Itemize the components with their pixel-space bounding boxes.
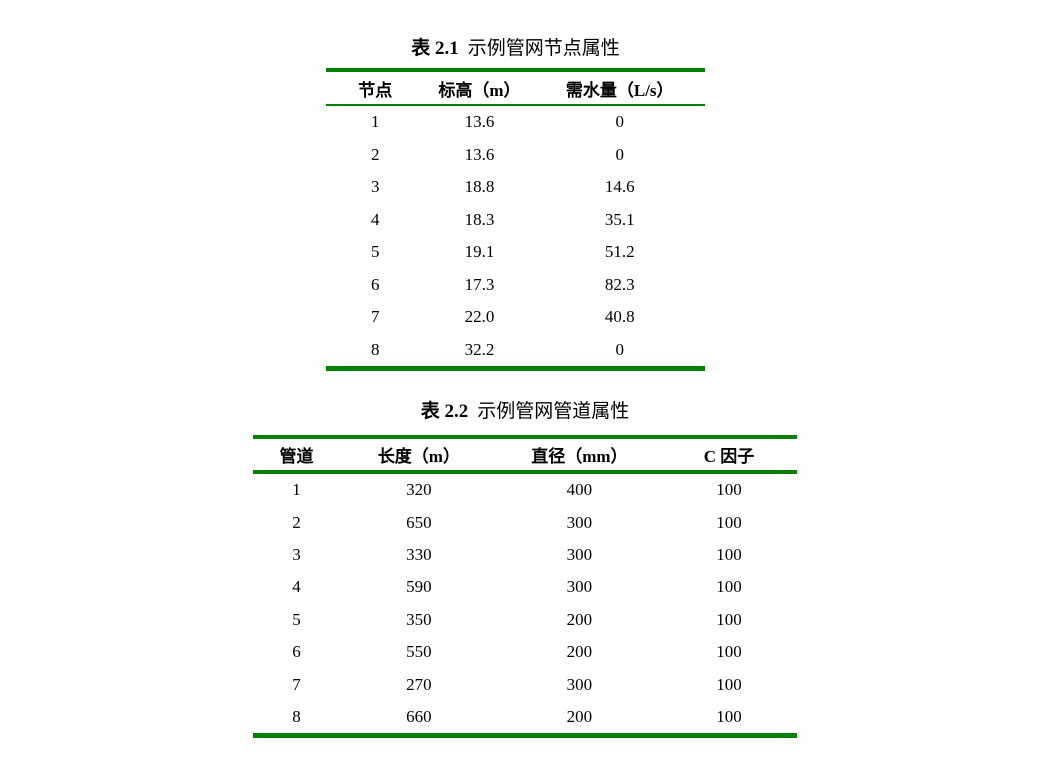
table-cell: 100 [716,480,742,500]
table-cell: 7 [371,307,380,327]
table-row: 8 32.2 0 [326,334,705,367]
table2-rule-bottom [253,733,797,738]
table1-body: 1 13.6 0 2 13.6 0 3 18.8 14.6 4 18.3 35.1 5 19.1 51.2 6… [326,106,705,366]
table-cell: 300 [566,577,593,597]
table-cell: 4 [371,209,380,229]
table-row: 5 350 200 100 [253,604,797,636]
table-cell: 3 [371,177,380,197]
table-row: 2 13.6 0 [326,139,705,172]
table-cell: 7 [292,674,301,694]
table-cell: 660 [406,706,432,726]
table2-rule-top [253,435,797,439]
table-cell: 300 [566,674,593,694]
table-cell: 100 [716,577,742,597]
table-cell: 200 [566,642,593,662]
table-row: 5 19.1 51.2 [326,236,705,269]
table-cell: 3 [292,544,301,564]
table-cell: 0 [615,339,624,359]
table2-body: 1 320 400 100 2 650 300 100 3 330 300 100 4 590 300 100… [253,474,797,733]
table2-caption-text: 示例管网管道属性 [477,401,630,422]
table-cell: 270 [406,674,432,694]
table-row: 8 660 200 100 [253,701,797,733]
table-cell: 18.3 [464,209,495,229]
table2-header-row: 管道 长度（m） 直径（mm） C 因子 [253,439,797,470]
table-row: 3 18.8 14.6 [326,171,705,204]
table2-caption: 表 2.2 示例管网管道属性 [253,399,797,425]
table-cell: 32.2 [464,339,495,359]
table2-header-length: 长度（m） [377,447,460,466]
table-row: 7 22.0 40.8 [326,301,705,334]
table-cell: 4 [292,577,301,597]
table-cell: 51.2 [604,242,635,262]
table-cell: 320 [406,480,432,500]
table-cell: 35.1 [604,209,635,229]
table-cell: 1 [371,112,380,132]
table-cell: 400 [566,480,593,500]
table-cell: 350 [406,609,432,629]
table-cell: 13.6 [464,144,495,164]
table-row: 1 320 400 100 [253,474,797,506]
table-cell: 300 [566,544,593,564]
table-cell: 5 [292,609,301,629]
table-cell: 8 [292,706,301,726]
table-row: 2 650 300 100 [253,506,797,538]
table2-header-cfactor: C 因子 [703,447,755,466]
table-cell: 100 [716,706,742,726]
table-cell: 650 [406,512,432,532]
table-cell: 14.6 [604,177,635,197]
table-row: 7 270 300 100 [253,668,797,700]
table2-header-pipe: 管道 [279,447,314,466]
table2-caption-number: 表 2.2 [420,401,469,422]
table-cell: 19.1 [464,242,495,262]
table1-header-node: 节点 [358,80,393,100]
table-row: 3 330 300 100 [253,539,797,571]
table1-caption-number: 表 2.1 [411,38,459,59]
table-cell: 550 [406,642,432,662]
table-cell: 5 [371,242,380,262]
table2-header-diameter: 直径（mm） [531,447,628,466]
table-cell: 22.0 [464,307,495,327]
table1-rule-top [326,68,705,72]
table-cell: 0 [615,112,624,132]
table1-rule-bottom [326,366,705,371]
table1-caption-text: 示例管网节点属性 [467,38,620,59]
table-cell: 2 [371,144,380,164]
table-cell: 1 [292,480,301,500]
table-cell: 100 [716,512,742,532]
table-cell: 200 [566,706,593,726]
table1-rule-mid [326,104,705,106]
table-row: 6 550 200 100 [253,636,797,668]
table-cell: 40.8 [604,307,635,327]
table-cell: 0 [615,144,624,164]
table-cell: 17.3 [464,274,495,294]
table-cell: 2 [292,512,301,532]
table-cell: 8 [371,339,380,359]
table-row: 4 18.3 35.1 [326,204,705,237]
table-row: 6 17.3 82.3 [326,269,705,302]
table-cell: 82.3 [604,274,635,294]
table-cell: 300 [566,512,593,532]
table-row: 4 590 300 100 [253,571,797,603]
table-cell: 590 [406,577,432,597]
table-cell: 100 [716,642,742,662]
table-cell: 100 [716,674,742,694]
table1-header-demand: 需水量（L/s） [565,80,674,100]
table-cell: 330 [406,544,432,564]
table2-rule-mid [253,470,797,474]
table-row: 1 13.6 0 [326,106,705,139]
table-cell: 6 [371,274,380,294]
table-cell: 100 [716,609,742,629]
table-cell: 200 [566,609,593,629]
table-cell: 100 [716,544,742,564]
table-cell: 6 [292,642,301,662]
table1-caption: 表 2.1 示例管网节点属性 [326,36,705,62]
table1-header-elevation: 标高（m） [438,80,521,100]
table1-header-row: 节点 标高（m） 需水量（L/s） [326,72,705,104]
table-cell: 13.6 [464,112,495,132]
table-cell: 18.8 [464,177,495,197]
